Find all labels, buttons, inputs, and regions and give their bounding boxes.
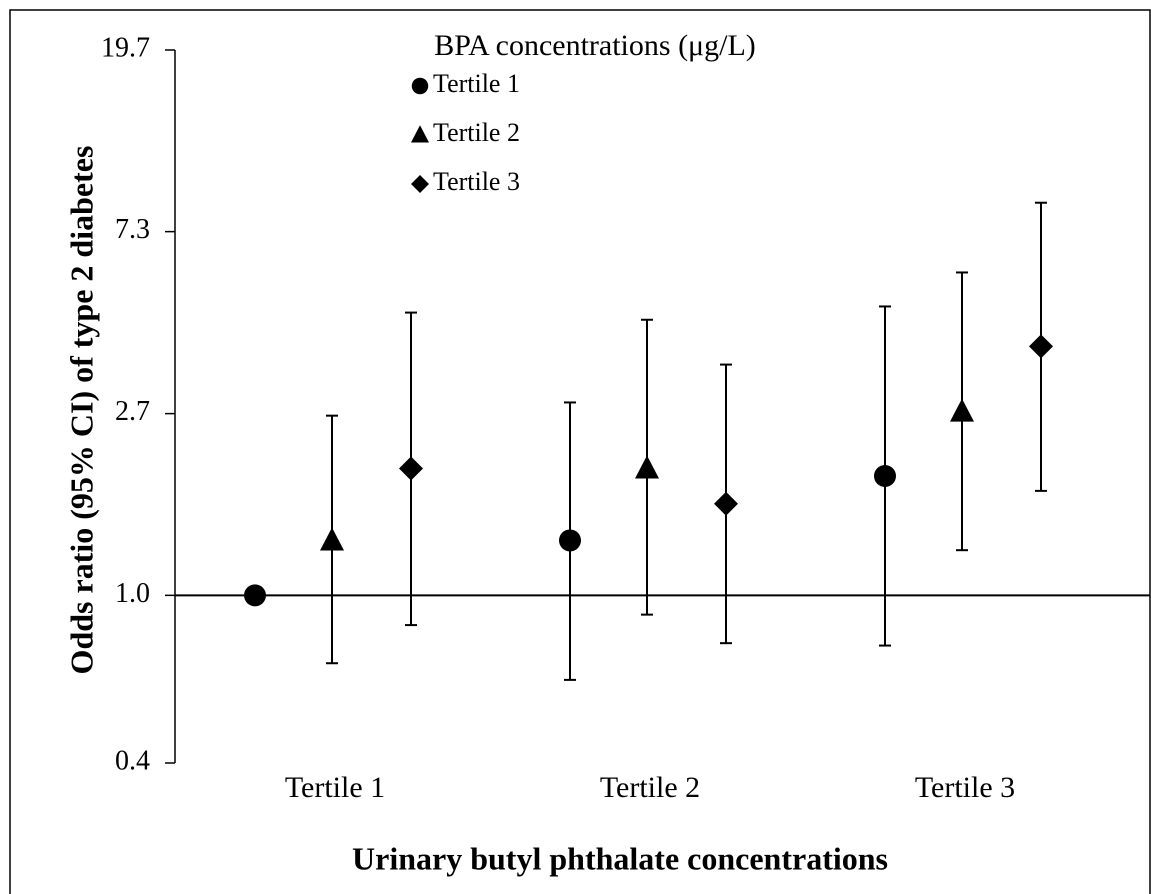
y-tick-label: 0.4 bbox=[115, 745, 150, 776]
marker bbox=[320, 527, 344, 551]
legend-marker bbox=[411, 125, 429, 143]
marker bbox=[399, 456, 423, 481]
y-tick-label: 19.7 bbox=[101, 32, 150, 63]
legend-label: Tertile 3 bbox=[433, 167, 520, 196]
y-axis-label: Odds ratio (95% CI) of type 2 diabetes bbox=[63, 146, 99, 675]
marker bbox=[874, 464, 896, 487]
marker bbox=[635, 455, 659, 479]
legend-label: Tertile 2 bbox=[433, 118, 520, 147]
x-tick-label: Tertile 1 bbox=[285, 771, 385, 804]
marker bbox=[1029, 334, 1053, 359]
y-tick-label: 7.3 bbox=[115, 214, 150, 245]
marker bbox=[714, 491, 738, 516]
y-tick-label: 2.7 bbox=[115, 396, 150, 427]
marker bbox=[244, 584, 266, 607]
legend-title: BPA concentrations (μg/L) bbox=[434, 29, 756, 62]
marker bbox=[950, 398, 974, 422]
legend-marker bbox=[411, 77, 429, 95]
legend-marker bbox=[411, 175, 429, 193]
x-tick-label: Tertile 2 bbox=[600, 771, 700, 804]
x-tick-label: Tertile 3 bbox=[915, 771, 1015, 804]
y-tick-label: 1.0 bbox=[115, 578, 150, 609]
legend-label: Tertile 1 bbox=[433, 69, 520, 98]
marker bbox=[559, 529, 581, 552]
x-axis-label: Urinary butyl phthalate concentrations bbox=[352, 840, 888, 876]
frame bbox=[9, 9, 1151, 894]
